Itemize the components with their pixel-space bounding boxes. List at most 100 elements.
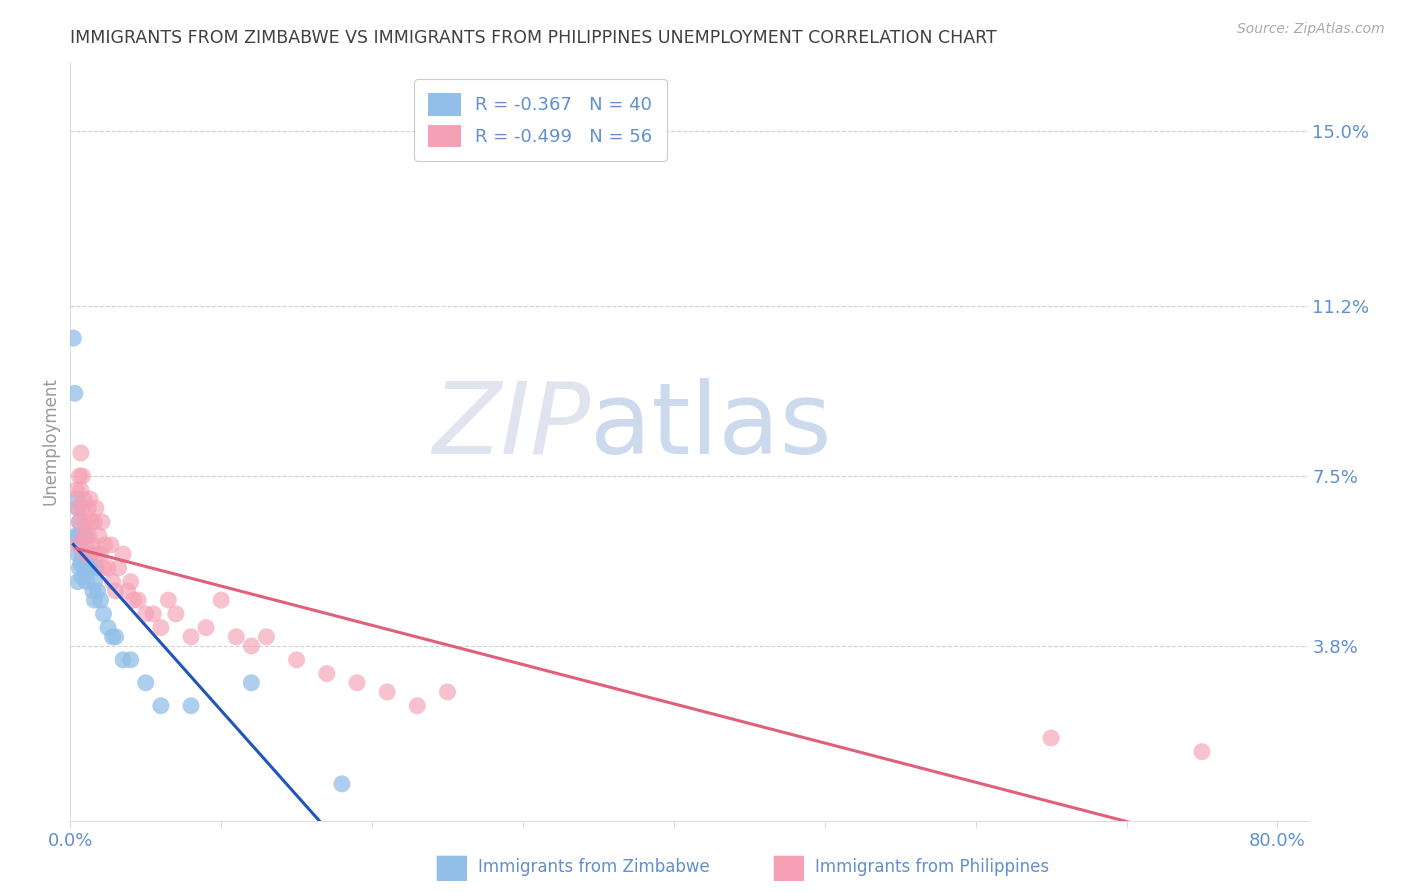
Point [330,777,353,791]
Text: atlas: atlas [591,378,831,475]
Point [285,653,308,667]
Point [87,529,110,543]
Point [73,529,96,543]
Point [107,561,129,575]
Point [79,547,101,561]
Text: ZIP: ZIP [432,378,591,475]
Point [66,547,89,561]
Point [70,557,93,571]
Text: Immigrants from Zimbabwe: Immigrants from Zimbabwe [478,858,710,876]
Point [80,515,103,529]
Point [80,561,103,575]
Point [89,547,111,561]
Point [79,491,101,506]
Point [180,630,202,644]
Point [149,698,172,713]
Point [84,501,107,516]
Point [76,561,98,575]
Point [67,469,90,483]
Point [89,593,111,607]
Point [101,630,124,644]
Point [76,538,98,552]
Point [135,607,157,621]
Point [195,621,218,635]
Point [75,551,97,566]
Point [315,666,337,681]
Point [77,561,100,575]
Point [70,483,93,497]
Point [86,547,108,561]
Point [75,515,97,529]
Point [67,515,90,529]
Point [112,547,135,561]
Point [72,469,94,483]
Point [375,685,398,699]
Point [75,529,97,543]
Point [66,538,89,552]
Point [120,653,142,667]
Point [72,501,94,516]
Point [83,574,105,589]
Point [63,386,86,401]
Point [72,570,94,584]
Point [346,675,368,690]
Point [82,583,104,598]
Point [240,639,263,653]
Point [73,561,96,575]
Point [72,547,94,561]
Point [93,561,115,575]
Text: Source: ZipAtlas.com: Source: ZipAtlas.com [1237,22,1385,37]
Point [65,529,87,543]
Point [165,607,187,621]
Point [101,574,124,589]
Point [66,501,89,516]
Point [91,515,114,529]
Point [180,698,202,713]
Point [142,607,165,621]
Text: IMMIGRANTS FROM ZIMBABWE VS IMMIGRANTS FROM PHILIPPINES UNEMPLOYMENT CORRELATION: IMMIGRANTS FROM ZIMBABWE VS IMMIGRANTS F… [70,29,997,47]
Point [104,583,127,598]
Y-axis label: Unemployment: Unemployment [41,377,59,506]
Point [225,630,247,644]
Point [66,501,89,516]
Point [62,331,84,345]
Point [65,483,87,497]
Point [1191,745,1213,759]
Point [83,593,105,607]
Point [1040,731,1063,745]
Point [120,574,142,589]
Point [67,561,90,575]
Point [127,593,149,607]
Point [83,515,105,529]
Point [117,583,139,598]
Point [256,630,278,644]
Point [122,593,145,607]
Point [70,529,93,543]
Legend: R = -0.367   N = 40, R = -0.499   N = 56: R = -0.367 N = 40, R = -0.499 N = 56 [413,79,666,161]
Point [112,653,135,667]
Point [66,574,89,589]
Point [436,685,458,699]
Point [67,515,90,529]
Point [97,621,120,635]
Point [77,501,100,516]
Point [67,538,90,552]
Point [76,574,98,589]
Point [82,538,104,552]
Point [65,491,87,506]
Point [77,529,100,543]
Point [93,607,115,621]
Point [94,538,117,552]
Text: Immigrants from Philippines: Immigrants from Philippines [815,858,1050,876]
Point [104,630,127,644]
Point [240,675,263,690]
Point [84,561,107,575]
Point [97,561,120,575]
Point [149,621,172,635]
Point [73,491,96,506]
Point [135,675,157,690]
Point [100,538,122,552]
Point [66,529,89,543]
Point [75,547,97,561]
Point [406,698,429,713]
